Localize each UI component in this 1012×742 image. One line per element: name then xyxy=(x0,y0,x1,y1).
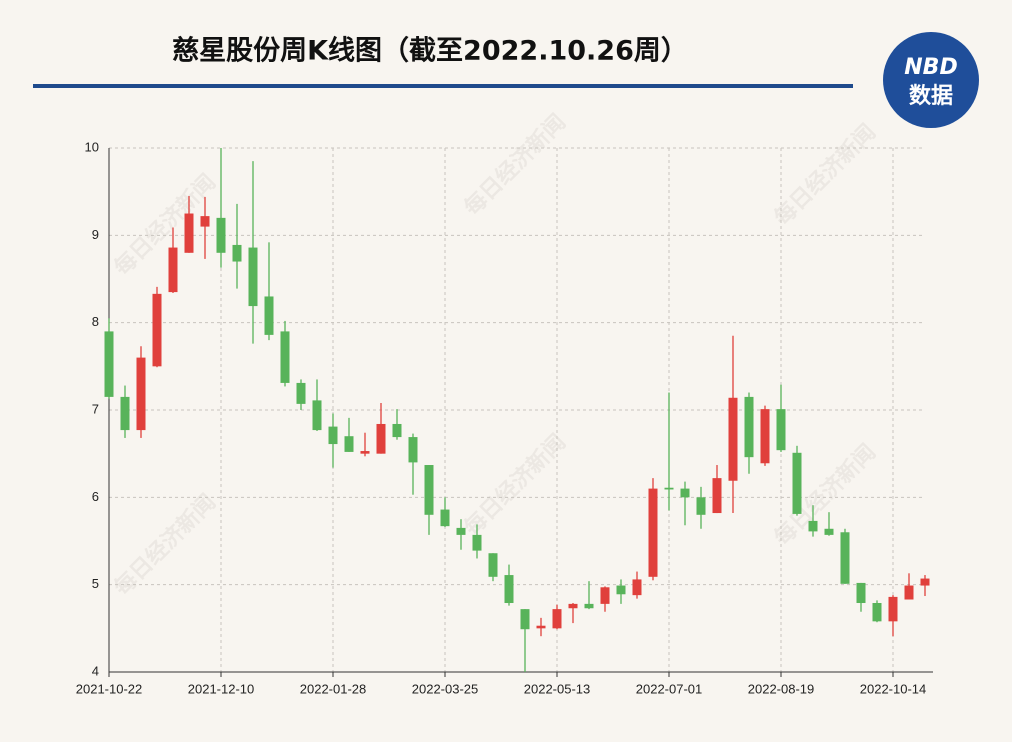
candle-body xyxy=(824,528,834,535)
candle-body xyxy=(632,579,642,596)
candle-body xyxy=(904,585,914,600)
candle-body xyxy=(696,497,706,515)
candle-body xyxy=(248,247,258,307)
y-tick-label: 8 xyxy=(92,314,99,329)
candle-body xyxy=(840,532,850,584)
candle-body xyxy=(728,397,738,481)
candle-body xyxy=(776,409,786,451)
candle-body xyxy=(920,578,930,586)
candle-body xyxy=(136,357,146,431)
y-tick-label: 6 xyxy=(92,489,99,504)
candle-body xyxy=(376,423,386,454)
y-tick-label: 10 xyxy=(85,139,99,154)
candle-body xyxy=(808,520,818,532)
candle-body xyxy=(456,527,466,535)
candle-body xyxy=(152,293,162,367)
x-tick-label: 2021-12-10 xyxy=(188,681,255,696)
candle-body xyxy=(856,582,866,604)
candle-body xyxy=(792,452,802,514)
candle-body xyxy=(600,587,610,604)
candle-body xyxy=(552,609,562,629)
candle-body xyxy=(104,331,114,397)
candle-body xyxy=(520,609,530,630)
x-tick-label: 2022-05-13 xyxy=(524,681,591,696)
y-tick-label: 5 xyxy=(92,576,99,591)
candle-body xyxy=(264,296,274,335)
candle-body xyxy=(232,244,242,262)
candle-body xyxy=(680,488,690,498)
candle-body xyxy=(568,603,578,609)
logo-text: 数据 xyxy=(909,83,953,109)
candle-body xyxy=(328,426,338,445)
x-tick-label: 2022-08-19 xyxy=(748,681,815,696)
candle-body xyxy=(760,409,770,464)
candle-body xyxy=(296,382,306,404)
x-tick-label: 2022-03-25 xyxy=(412,681,479,696)
x-tick-label: 2022-01-28 xyxy=(300,681,367,696)
candle-body xyxy=(312,400,322,431)
candle-body xyxy=(168,247,178,293)
x-tick-label: 2021-10-22 xyxy=(76,681,143,696)
candle-body xyxy=(488,553,498,577)
x-tick-label: 2022-10-14 xyxy=(860,681,927,696)
y-tick-label: 9 xyxy=(92,227,99,242)
title-rule xyxy=(33,84,853,88)
candle-body xyxy=(392,423,402,438)
candle-body xyxy=(536,625,546,629)
logo xyxy=(883,32,979,128)
candle-body xyxy=(408,437,418,463)
candle-body xyxy=(344,436,354,452)
candle-body xyxy=(424,465,434,515)
candle-body xyxy=(712,478,722,514)
candle-body xyxy=(872,603,882,622)
candle-body xyxy=(440,509,450,527)
candle-body xyxy=(120,396,130,431)
candle-body xyxy=(648,488,658,577)
logo-text: NBD xyxy=(904,55,957,80)
chart-title: 慈星股份周K线图（截至2022.10.26周） xyxy=(172,35,688,67)
candle-body xyxy=(744,396,754,458)
candle-body xyxy=(360,451,370,454)
candle-body xyxy=(184,213,194,253)
candle-body xyxy=(584,603,594,609)
plot: 4 5 6 7 8 9 10 2021-10-22 2021-12-10 2022-01-28 20… xyxy=(76,139,933,696)
x-tick-label: 2022-07-01 xyxy=(636,681,703,696)
y-tick-label: 7 xyxy=(92,401,99,416)
candle-body xyxy=(616,585,626,595)
candle-body xyxy=(472,534,482,551)
candle-body xyxy=(200,216,210,227)
y-tick-label: 4 xyxy=(92,663,99,678)
candle-body xyxy=(216,217,226,253)
candle-body xyxy=(504,575,514,604)
candle-body xyxy=(888,596,898,622)
candle-body xyxy=(664,487,674,490)
candle-body xyxy=(280,331,290,383)
